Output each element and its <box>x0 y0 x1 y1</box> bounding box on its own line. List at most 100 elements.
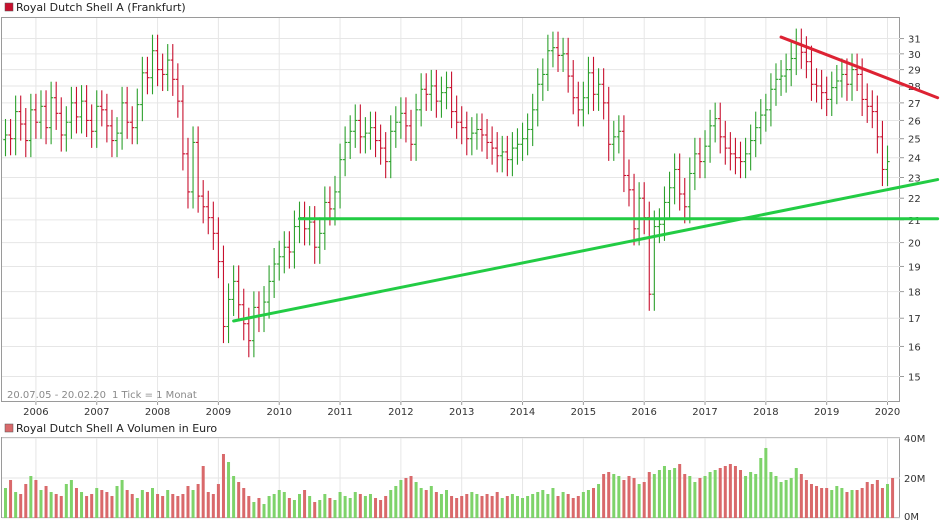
volume-bar <box>105 492 109 518</box>
price-x-tick-label: 2020 <box>875 407 900 418</box>
volume-bar <box>510 494 514 518</box>
volume-bar <box>227 462 231 518</box>
volume-bar <box>526 496 530 518</box>
volume-bar <box>323 494 327 518</box>
volume-bar <box>642 482 646 518</box>
volume-bar <box>211 494 215 518</box>
volume-bar <box>186 486 190 518</box>
volume-bar <box>799 474 803 518</box>
price-y-tick-label: 26 <box>908 116 921 127</box>
volume-bar <box>166 490 170 518</box>
volume-bar <box>845 492 849 518</box>
volume-bar <box>429 486 433 518</box>
volume-bar <box>678 464 682 518</box>
volume-bar <box>617 476 621 518</box>
volume-bar <box>470 492 474 518</box>
price-y-tick-label: 18 <box>908 288 921 299</box>
volume-y-tick-label: 0M <box>904 512 919 523</box>
volume-bar <box>708 472 712 518</box>
volume-bar <box>399 480 403 518</box>
volume-bar <box>764 448 768 518</box>
price-y-tick-label: 27 <box>908 99 921 110</box>
volume-bar <box>39 490 43 518</box>
volume-bar <box>267 496 271 518</box>
price-plot-frame <box>1 17 900 402</box>
price-y-tick-label: 21 <box>908 216 921 227</box>
volume-bar <box>14 492 18 518</box>
volume-bar <box>272 494 276 518</box>
volume-bar <box>840 488 844 518</box>
volume-bar <box>576 496 580 518</box>
price-y-tick-label: 16 <box>908 342 921 353</box>
volume-bar <box>353 492 357 518</box>
volume-bar <box>592 488 596 518</box>
volume-bar <box>54 494 58 518</box>
volume-bar <box>85 496 89 518</box>
price-x-tick-label: 2008 <box>145 407 170 418</box>
price-y-tick-label: 25 <box>908 135 921 146</box>
volume-bar <box>546 494 550 518</box>
volume-bar <box>515 496 519 518</box>
volume-bar <box>733 466 737 518</box>
volume-bar <box>298 494 302 518</box>
volume-bar <box>439 494 443 518</box>
volume-bar <box>394 486 398 518</box>
price-y-tick-label: 31 <box>908 35 921 46</box>
volume-bar <box>196 484 200 518</box>
volume-bar <box>343 496 347 518</box>
price-x-tick-label: 2013 <box>449 407 474 418</box>
volume-bar <box>404 478 408 518</box>
volume-bar <box>171 494 175 518</box>
volume-bar <box>450 496 454 518</box>
volume-bar <box>90 494 94 518</box>
price-y-tick-label: 15 <box>908 372 921 383</box>
volume-bar <box>880 488 884 518</box>
volume-bar <box>19 494 23 518</box>
price-bars <box>3 28 890 358</box>
volume-bar <box>282 492 286 518</box>
volume-bar <box>74 488 78 518</box>
price-x-tick-label: 2015 <box>571 407 596 418</box>
volume-bar <box>419 488 423 518</box>
volume-bar <box>759 458 763 518</box>
volume-bar <box>855 490 859 518</box>
legend-swatch-volume <box>4 423 14 433</box>
volume-bar <box>161 496 165 518</box>
price-x-tick-label: 2009 <box>206 407 231 418</box>
volume-bars <box>4 448 895 518</box>
volume-bar <box>647 472 651 518</box>
volume-bar <box>201 466 205 518</box>
trend-line-resistance-falling <box>779 35 940 100</box>
price-x-tick-label: 2012 <box>388 407 413 418</box>
volume-bar <box>789 478 793 518</box>
volume-bar <box>713 470 717 518</box>
legend-swatch-price <box>4 2 14 12</box>
volume-bar <box>358 494 362 518</box>
volume-bar <box>191 490 195 518</box>
volume-bar <box>688 476 692 518</box>
volume-bar <box>409 476 413 518</box>
volume-bar <box>181 494 185 518</box>
price-y-tick-label: 23 <box>908 174 921 185</box>
volume-bar <box>475 494 479 518</box>
volume-bar <box>455 498 459 518</box>
volume-y-tick-label: 20M <box>904 474 925 485</box>
price-x-tick-label: 2011 <box>327 407 352 418</box>
volume-bar <box>673 468 677 518</box>
volume-bar <box>80 492 84 518</box>
volume-bar <box>460 496 464 518</box>
volume-bar <box>29 476 33 518</box>
volume-bar <box>206 492 210 518</box>
volume-bar <box>156 494 160 518</box>
price-x-axis: 2006 2007 2008 2009 2010 2011 2012 2013 2014 2015… <box>23 402 900 418</box>
price-x-tick-label: 2018 <box>753 407 778 418</box>
volume-bar <box>683 474 687 518</box>
volume-bar <box>586 490 590 518</box>
volume-bar <box>389 490 393 518</box>
volume-bar <box>176 496 180 518</box>
volume-bar <box>485 494 489 518</box>
volume-bar <box>820 488 824 518</box>
volume-bar <box>465 494 469 518</box>
volume-bar <box>445 490 449 518</box>
volume-bar <box>24 484 28 518</box>
